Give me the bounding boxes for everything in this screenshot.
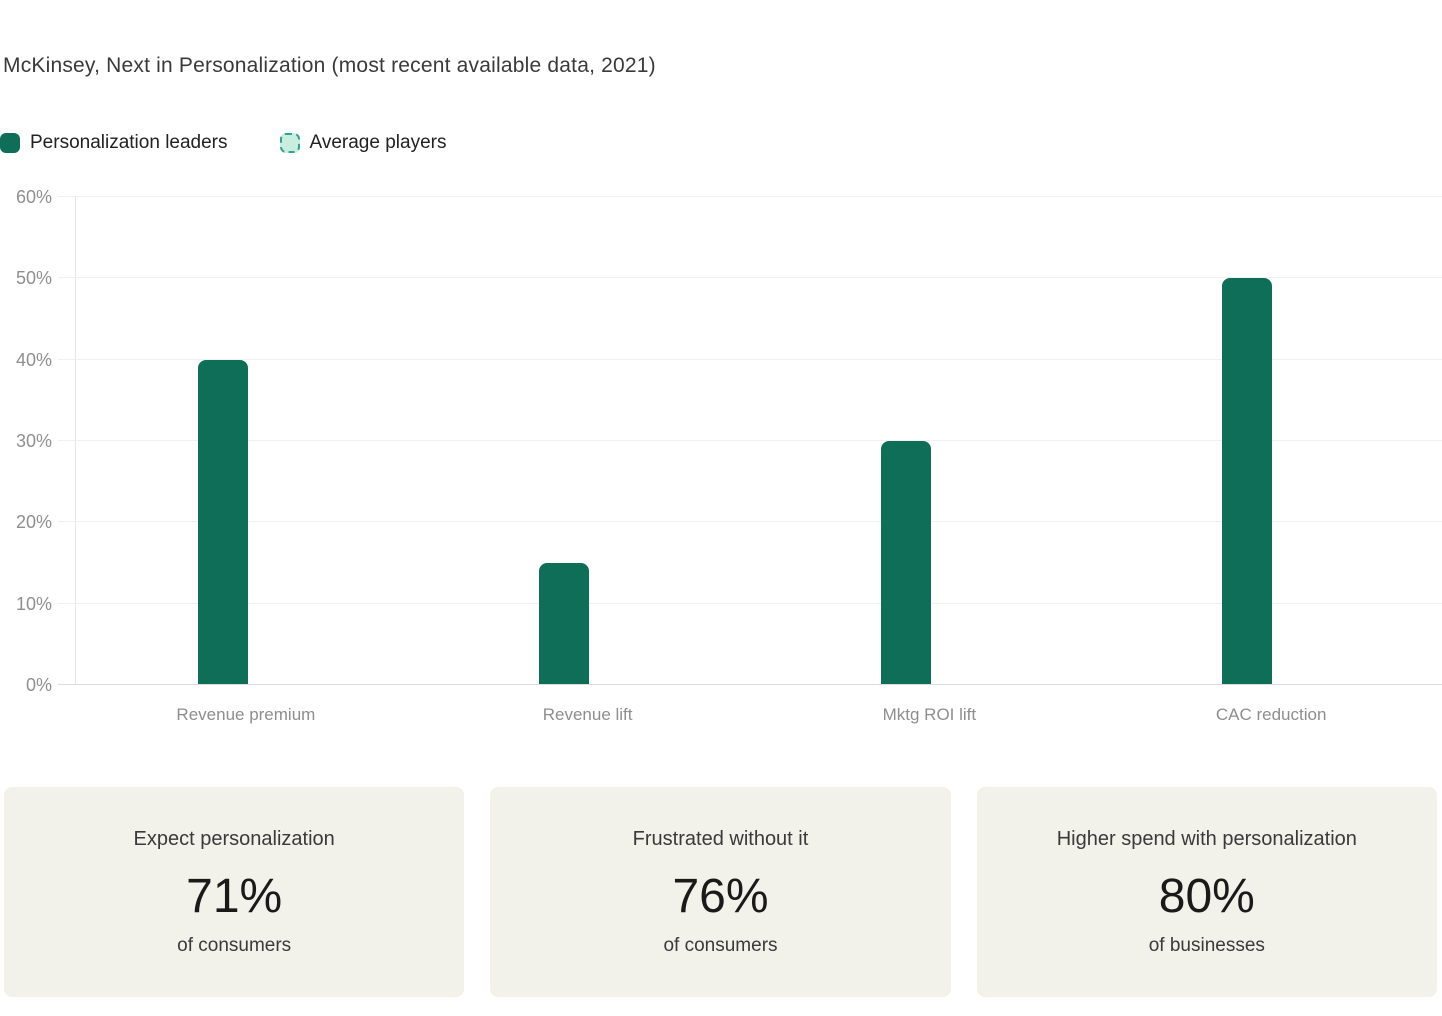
gridline <box>58 277 1442 279</box>
gridline <box>58 521 1442 523</box>
category-slot <box>759 197 1101 685</box>
legend-item-average-players[interactable]: Average players <box>279 132 447 154</box>
y-axis-tick-label: 30% <box>15 431 52 451</box>
stat-card-value: 80% <box>1158 870 1255 923</box>
gridline <box>58 440 1442 441</box>
x-axis-label: Revenue premium <box>176 705 316 724</box>
bar-cac-reduction[interactable] <box>1222 278 1273 685</box>
gridline <box>58 196 1442 197</box>
x-axis-labels: Revenue premium Revenue lift Mktg ROI lift… <box>75 685 1442 725</box>
gridline <box>58 602 1442 604</box>
bar-slots <box>76 197 1442 685</box>
y-axis-tick-label: 20% <box>15 512 52 533</box>
category-slot <box>1101 197 1442 685</box>
category-slot <box>418 197 760 685</box>
stat-cards: Expect personalization 71% of consumers … <box>4 787 1437 997</box>
stat-card-subtitle: of consumers <box>177 935 292 956</box>
x-axis-line <box>58 684 1442 685</box>
legend-swatch-personalization-leaders <box>0 133 20 153</box>
chart-title: McKinsey, Next in Personalization (most … <box>3 54 656 77</box>
x-axis-label: CAC reduction <box>1215 705 1327 724</box>
bar-revenue-lift[interactable] <box>539 563 590 685</box>
y-axis: 0% 10% 20% 30% 40% 50% 60% <box>0 188 52 694</box>
legend-swatch-average-players <box>279 133 300 153</box>
stat-card-title: Higher spend with personalization <box>1056 828 1357 850</box>
stat-card-expect-personalization: Expect personalization 71% of consumers <box>4 787 465 997</box>
legend-label-average-players: Average players <box>309 132 447 153</box>
x-axis-label: Revenue lift <box>542 705 633 724</box>
bar-revenue-premium[interactable] <box>197 359 248 685</box>
stat-card-title: Frustrated without it <box>632 828 809 850</box>
gridline <box>58 358 1442 360</box>
plot-area <box>58 196 1442 685</box>
stat-card-higher-spend: Higher spend with personalization 80% of… <box>976 787 1437 997</box>
stat-card-subtitle: of businesses <box>1148 935 1265 956</box>
legend-item-personalization-leaders[interactable]: Personalization leaders <box>0 132 228 154</box>
x-axis-label: Mktg ROI lift <box>882 705 977 724</box>
stat-card-title: Expect personalization <box>133 828 335 850</box>
stat-card-subtitle: of consumers <box>663 935 778 956</box>
y-axis-tick-label: 0% <box>25 675 52 695</box>
y-axis-tick-label: 10% <box>15 593 52 614</box>
bar-chart: 0% 10% 20% 30% 40% 50% 60% Revenue premium Reve… <box>0 188 1442 725</box>
stat-card-value: 76% <box>672 870 769 923</box>
stat-card-frustrated-without-it: Frustrated without it 76% of consumers <box>490 787 951 997</box>
bar-mktg-roi-lift[interactable] <box>880 441 931 685</box>
stat-card-value: 71% <box>186 870 283 923</box>
y-axis-tick-label: 50% <box>15 268 52 289</box>
y-axis-tick-label: 40% <box>15 349 52 370</box>
category-slot <box>76 197 418 685</box>
y-axis-tick-label: 60% <box>15 187 52 207</box>
legend-label-personalization-leaders: Personalization leaders <box>30 132 228 153</box>
chart-legend: Personalization leaders Average players <box>0 132 446 154</box>
